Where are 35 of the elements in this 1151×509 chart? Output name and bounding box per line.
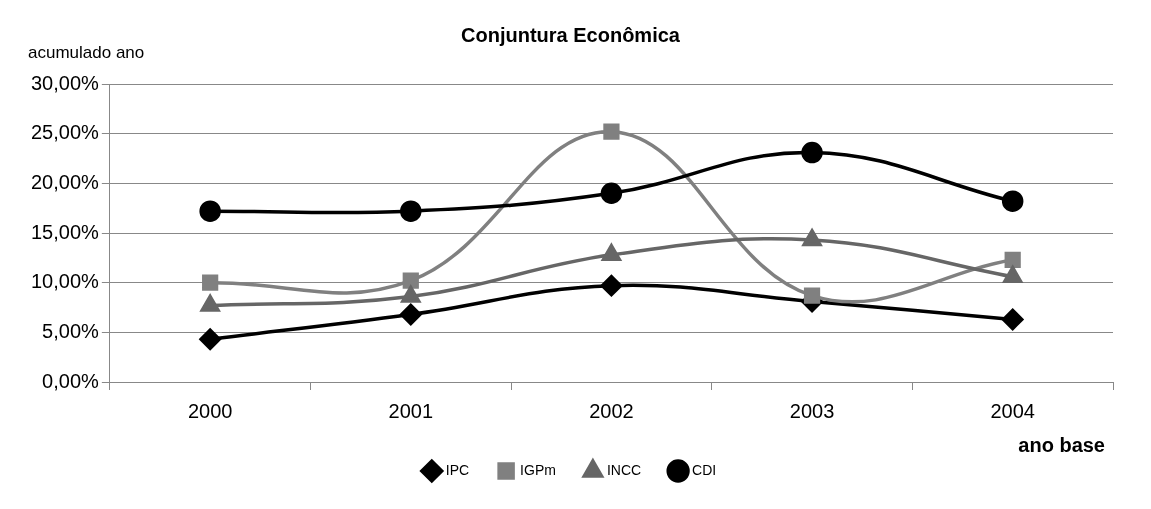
y-tick-label: 20,00% xyxy=(30,170,100,193)
legend-label: IGPm xyxy=(520,461,556,478)
point xyxy=(1001,308,1024,331)
point xyxy=(400,303,422,326)
y-tick-label: 15,00% xyxy=(30,220,100,243)
y-tick-label: 30,00% xyxy=(30,71,100,94)
x-tick-label: 2004 xyxy=(990,399,1035,422)
x-tick-label: 2002 xyxy=(589,399,634,422)
x-tick-label: 2000 xyxy=(187,399,233,422)
point xyxy=(1001,190,1024,212)
point xyxy=(801,141,823,164)
x-tick-label: 2001 xyxy=(388,399,434,422)
point xyxy=(600,274,623,297)
point xyxy=(1004,251,1021,268)
legend-label: INCC xyxy=(606,461,642,478)
x-tick-label: 2003 xyxy=(789,399,835,422)
y-axis-title: acumulado ano xyxy=(28,43,145,63)
point xyxy=(802,229,822,247)
point xyxy=(402,272,419,289)
x-axis-title: ano base xyxy=(1018,433,1105,456)
point xyxy=(601,244,621,262)
point xyxy=(202,274,219,291)
y-tick-label: 5,00% xyxy=(42,319,100,342)
point xyxy=(600,182,623,205)
point xyxy=(199,328,221,351)
y-tick-label: 10,00% xyxy=(30,270,100,293)
y-tick-label: 0,00% xyxy=(42,369,100,392)
point xyxy=(400,200,422,222)
y-tick-label: 25,00% xyxy=(30,121,100,144)
point xyxy=(199,200,221,222)
point xyxy=(603,123,620,140)
legend-label: IPC xyxy=(445,461,470,478)
chart-title: Conjuntura Econômica xyxy=(461,23,681,46)
legend-label: CDI xyxy=(692,461,717,478)
point xyxy=(803,287,821,304)
